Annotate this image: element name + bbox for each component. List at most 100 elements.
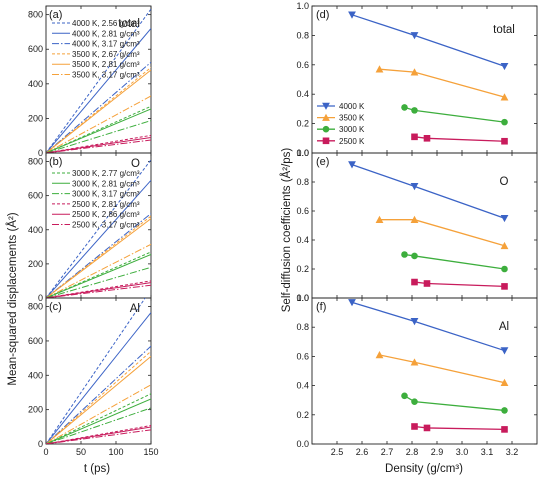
series-line xyxy=(46,407,151,444)
data-point xyxy=(410,215,419,223)
data-point xyxy=(375,351,384,359)
y-tick-label: 800 xyxy=(28,157,43,167)
series-line xyxy=(46,266,151,298)
legend-label: 3500 K, 2.81 g/cm³ xyxy=(72,60,140,69)
data-point xyxy=(500,347,509,355)
plot-frame xyxy=(311,152,538,299)
legend-label: 2500 K, 3.17 g/cm³ xyxy=(72,221,140,230)
data-point xyxy=(401,104,408,111)
series-line xyxy=(46,251,151,298)
x-tick-label: 2.9 xyxy=(431,447,444,457)
series-group xyxy=(46,159,151,298)
data-point xyxy=(410,318,419,326)
y-tick-label: 0.0 xyxy=(296,148,309,158)
y-tick-label: 1.0 xyxy=(296,148,309,158)
data-point xyxy=(501,118,508,126)
panel-tag: (b) xyxy=(49,156,62,168)
panel-name: O xyxy=(500,176,509,188)
data-point xyxy=(500,62,509,71)
x-tick-label: 50 xyxy=(76,447,86,457)
series-line xyxy=(46,384,151,444)
data-point xyxy=(348,161,356,169)
series-line xyxy=(46,120,151,153)
series-line xyxy=(379,68,505,98)
legend-label: 2500 K, 2.81 g/cm³ xyxy=(72,200,140,209)
series-line xyxy=(46,254,151,298)
legend-label: 3000 K, 2.81 g/cm³ xyxy=(72,179,140,188)
y-tick-label: 0.6 xyxy=(296,206,309,216)
series-line xyxy=(46,298,146,444)
legend-label: 3000 K xyxy=(339,125,365,134)
left-x-axis-title: t (ps) xyxy=(84,463,110,475)
plot-frame xyxy=(45,297,152,445)
data-point xyxy=(501,426,508,433)
series-line xyxy=(46,284,151,298)
y-tick-label: 0.0 xyxy=(296,439,309,449)
series-line xyxy=(46,139,151,153)
legend-label: 4000 K xyxy=(339,102,365,111)
legend-label: 2500 K xyxy=(339,137,365,146)
data-point xyxy=(401,392,408,400)
series-line xyxy=(379,354,505,384)
data-point xyxy=(375,65,384,73)
series-line xyxy=(46,61,151,153)
y-tick-label: 800 xyxy=(28,10,43,20)
series-line xyxy=(404,253,505,270)
y-tick-label: 0.4 xyxy=(296,381,309,391)
y-tick-label: 200 xyxy=(28,405,43,415)
data-point xyxy=(375,215,384,223)
y-tick-label: 0.4 xyxy=(296,235,309,245)
data-point xyxy=(501,283,508,290)
panel-tag: (a) xyxy=(49,9,62,21)
data-point xyxy=(348,11,356,19)
panel-name: O xyxy=(131,158,140,170)
legend-label: 3000 K, 3.17 g/cm³ xyxy=(72,190,140,199)
series-line xyxy=(46,218,151,298)
legend-label: 2500 K, 2.86 g/cm³ xyxy=(72,210,140,219)
y-tick-label: 600 xyxy=(28,44,43,54)
series-line xyxy=(404,395,505,412)
x-tick-label: 100 xyxy=(108,447,123,457)
series-line xyxy=(46,312,151,444)
legend-label: 4000 K, 2.81 g/cm³ xyxy=(72,29,140,38)
series-line xyxy=(46,345,151,444)
data-point xyxy=(411,133,418,141)
data-point xyxy=(322,113,330,121)
data-point xyxy=(411,278,418,286)
x-tick-label: 2.5 xyxy=(331,447,344,457)
data-point xyxy=(411,398,418,405)
series-group xyxy=(46,298,151,444)
data-point xyxy=(500,378,509,386)
y-tick-label: 0.6 xyxy=(296,351,309,361)
y-tick-label: 800 xyxy=(28,302,43,312)
y-tick-label: 1.0 xyxy=(296,1,309,11)
y-tick-label: 0.8 xyxy=(296,177,309,187)
data-point xyxy=(410,183,419,191)
x-tick-label: 2.8 xyxy=(406,447,419,457)
right-x-axis-title: Density (g/cm³) xyxy=(385,463,463,475)
x-tick-label: 2.7 xyxy=(381,447,394,457)
data-point xyxy=(423,135,431,142)
data-point xyxy=(411,107,418,114)
legend-label: 3500 K, 2.67 g/cm³ xyxy=(72,50,140,59)
y-tick-label: 1.0 xyxy=(296,293,309,303)
data-point xyxy=(501,137,508,145)
y-tick-label: 0.4 xyxy=(296,89,309,99)
x-tick-label: 0 xyxy=(43,447,48,457)
y-tick-label: 0.8 xyxy=(296,322,309,332)
data-point xyxy=(322,137,330,145)
series-line xyxy=(46,69,151,153)
series-line xyxy=(404,106,505,123)
panel-name: Al xyxy=(130,303,140,315)
series-line xyxy=(351,163,505,219)
panel-tag: (c) xyxy=(49,301,62,313)
right-y-axis-title: Self-diffusion coefficients (Å²/ps) xyxy=(280,148,293,313)
data-point xyxy=(322,102,330,110)
x-tick-label: 2.6 xyxy=(356,447,369,457)
series-line xyxy=(46,95,151,153)
series-line xyxy=(46,105,151,153)
data-point xyxy=(410,32,419,40)
y-tick-label: 0.0 xyxy=(296,293,309,303)
